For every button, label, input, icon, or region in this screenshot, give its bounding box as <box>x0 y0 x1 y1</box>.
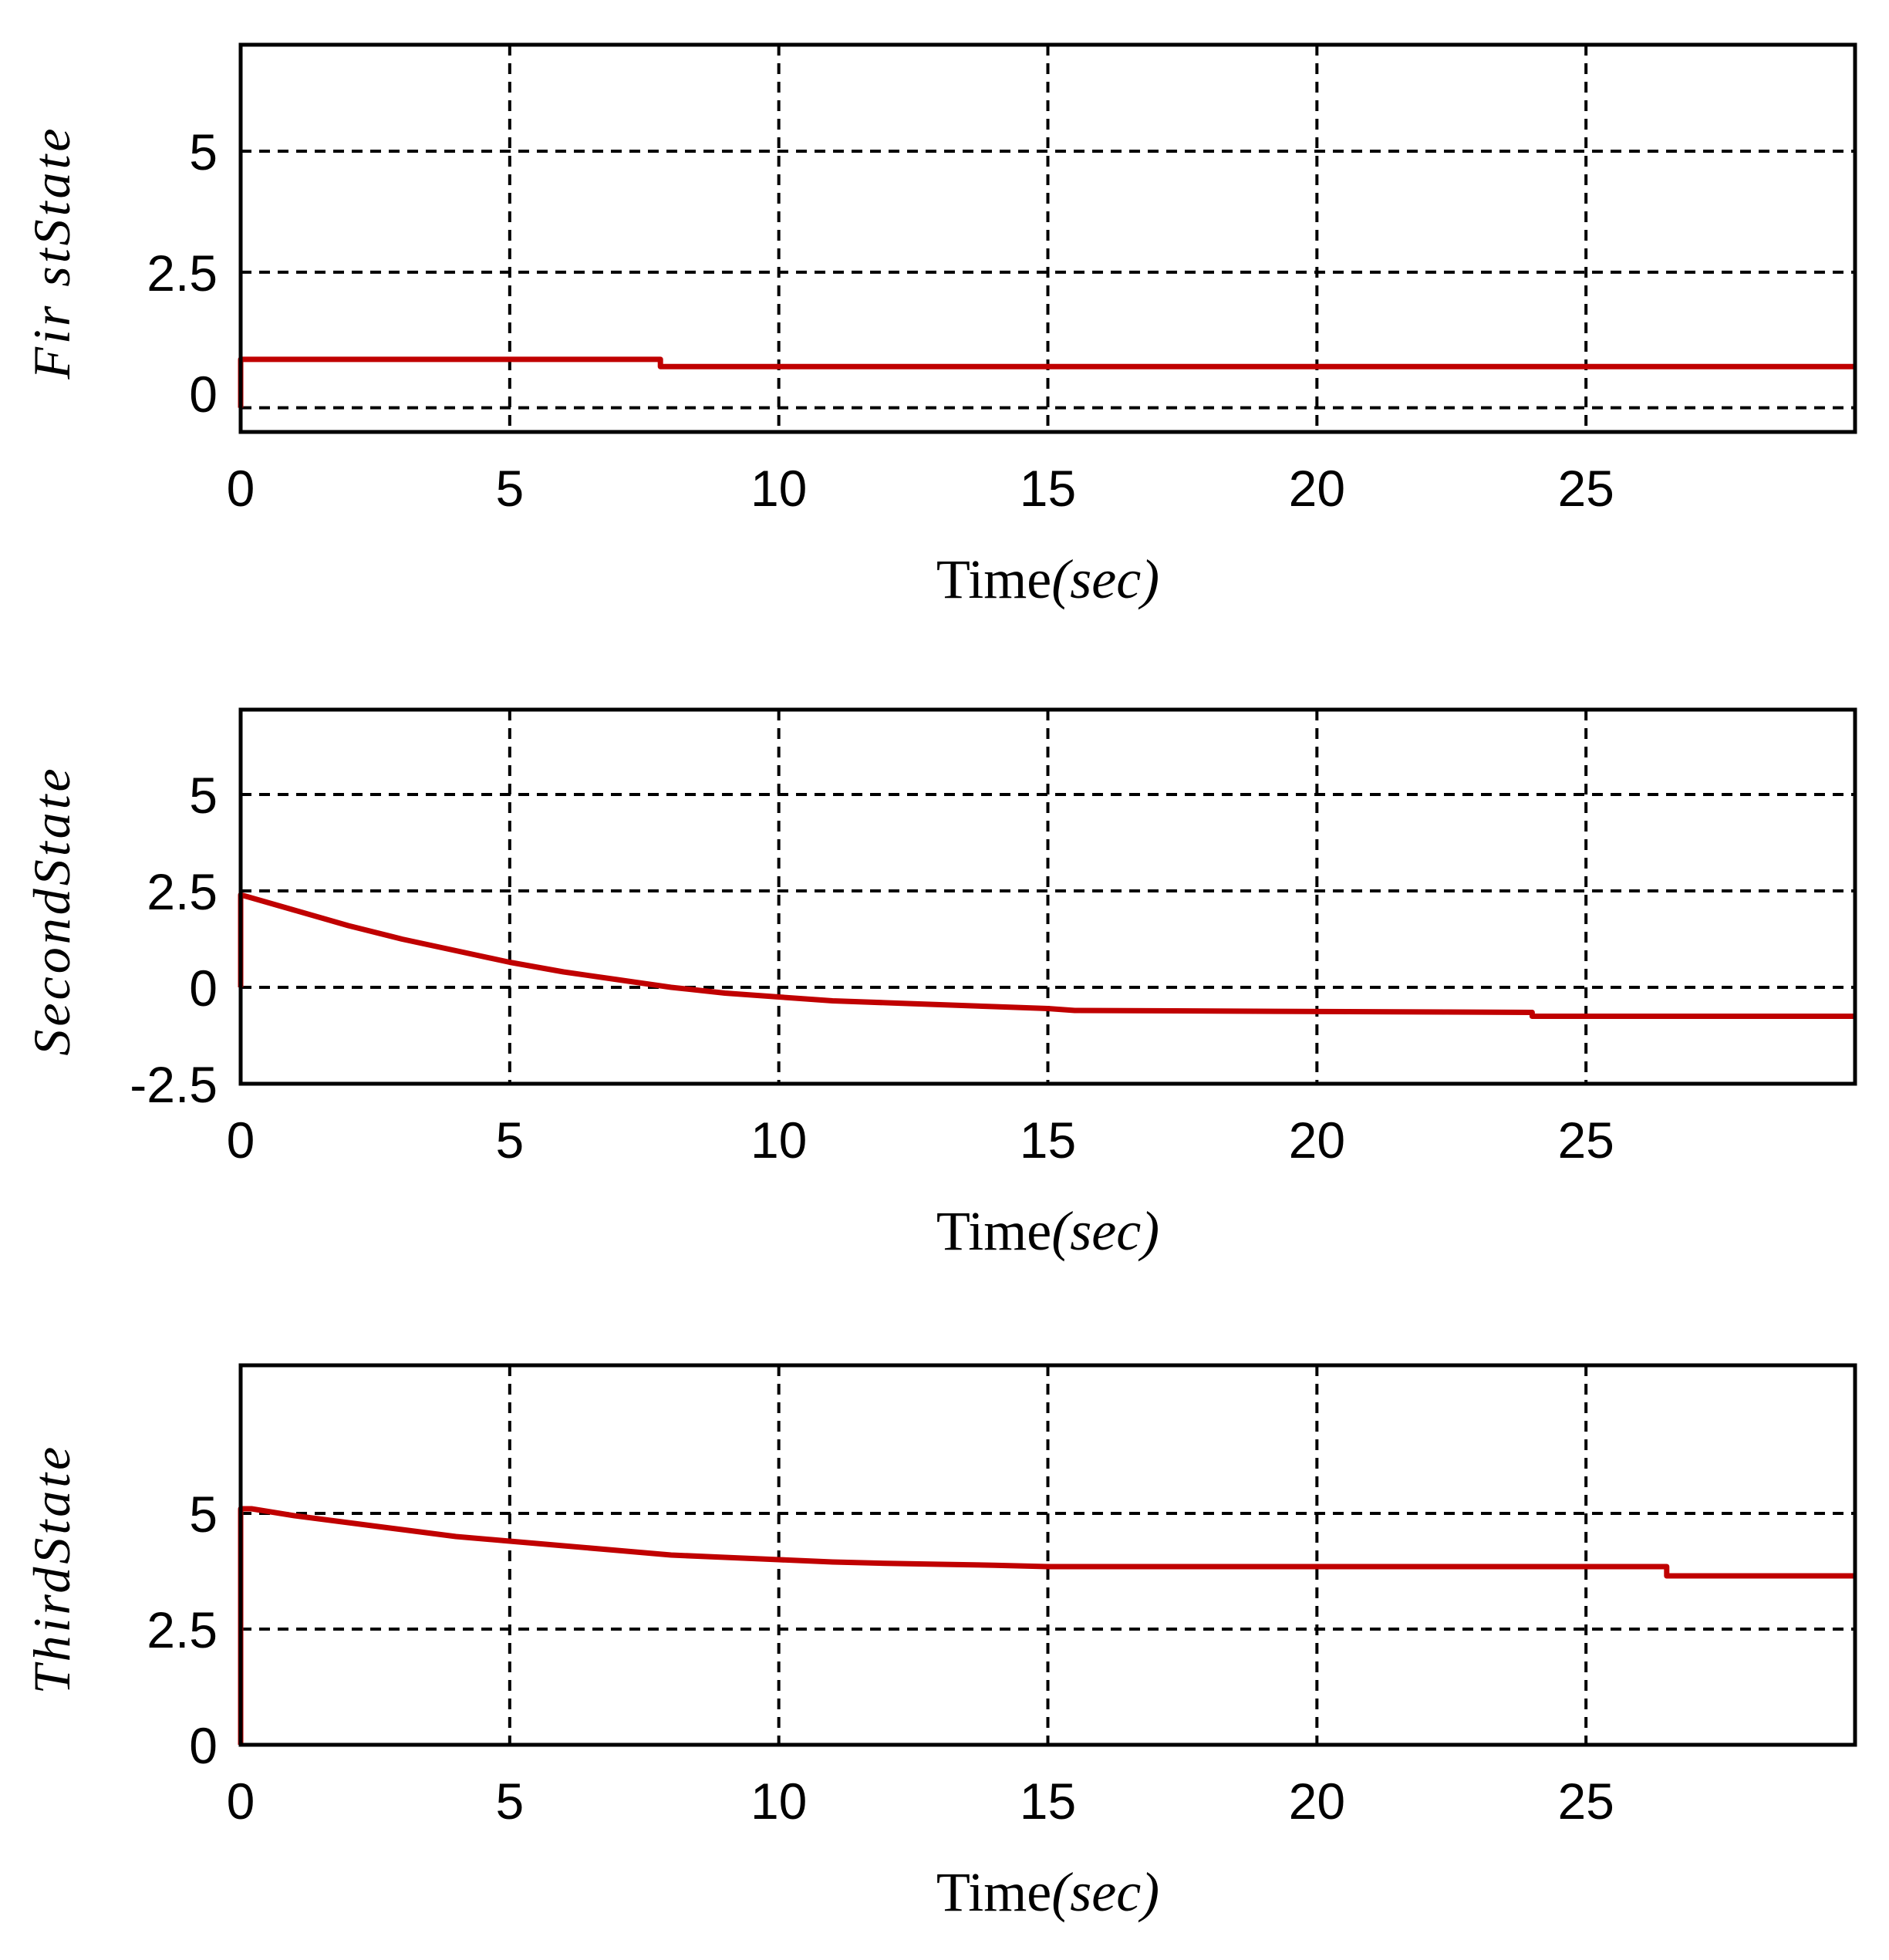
series-line-3-0 <box>238 1506 1855 1745</box>
y-axis-title-1: Fir stState <box>22 125 81 380</box>
x-tick-label-2-1: 5 <box>495 1112 524 1169</box>
x-tick-label-2-4: 20 <box>1289 1112 1345 1169</box>
y-tick-label-2-3: 5 <box>189 767 218 824</box>
x-tick-label-1-4: 20 <box>1289 460 1345 517</box>
x-tick-label-2-5: 25 <box>1557 1112 1614 1169</box>
subplot-1: 0 5 10 15 20 25 0 2.5 5 Time(sec) Fir stState <box>22 42 1857 610</box>
x-axis-title-unit-3: (sec) <box>1051 1861 1159 1923</box>
x-axis-title-main-3: Time <box>936 1861 1051 1923</box>
x-tick-label-2-2: 10 <box>751 1112 807 1169</box>
y-tick-label-1-1: 2.5 <box>147 245 218 302</box>
x-tick-label-3-2: 10 <box>751 1773 807 1830</box>
x-axis-title-3: Time(sec) <box>936 1861 1159 1923</box>
axes-frame-2 <box>238 707 1857 1086</box>
x-tick-label-2-3: 15 <box>1020 1112 1076 1169</box>
x-axis-title-1: Time(sec) <box>936 548 1159 610</box>
y-tick-label-3-0: 0 <box>189 1717 218 1774</box>
y-tick-label-2-0: -2.5 <box>130 1056 218 1113</box>
x-tick-label-1-5: 25 <box>1557 460 1614 517</box>
x-axis-title-unit-1: (sec) <box>1051 548 1159 610</box>
x-tick-label-3-3: 15 <box>1020 1773 1076 1830</box>
x-tick-label-3-5: 25 <box>1557 1773 1614 1830</box>
axes-frame-1 <box>238 42 1857 434</box>
x-tick-label-1-1: 5 <box>495 460 524 517</box>
y-tick-label-2-2: 2.5 <box>147 863 218 920</box>
axes-frame-3 <box>238 1363 1857 1747</box>
series-line-2-0 <box>238 892 1855 1019</box>
y-tick-label-1-0: 0 <box>189 366 218 423</box>
x-tick-label-1-3: 15 <box>1020 460 1076 517</box>
x-tick-label-3-1: 5 <box>495 1773 524 1830</box>
y-axis-title-3: ThirdState <box>22 1444 81 1695</box>
y-tick-label-1-2: 5 <box>189 123 218 180</box>
x-axis-title-main-1: Time <box>936 548 1051 610</box>
y-axis-title-2: SecondState <box>22 765 81 1055</box>
x-tick-label-1-2: 10 <box>751 460 807 517</box>
y-tick-label-2-1: 0 <box>189 960 218 1017</box>
x-tick-label-2-0: 0 <box>227 1112 255 1169</box>
x-tick-label-3-0: 0 <box>227 1773 255 1830</box>
x-axis-title-unit-2: (sec) <box>1051 1200 1159 1262</box>
x-axis-title-2: Time(sec) <box>936 1200 1159 1262</box>
x-axis-title-main-2: Time <box>936 1200 1051 1262</box>
subplot-3: 0 5 10 15 20 25 0 2.5 5 Time(sec) ThirdState <box>22 1363 1857 1923</box>
y-tick-label-3-1: 2.5 <box>147 1601 218 1658</box>
x-tick-label-3-4: 20 <box>1289 1773 1345 1830</box>
x-tick-label-1-0: 0 <box>227 460 255 517</box>
y-tick-label-3-2: 5 <box>189 1486 218 1543</box>
